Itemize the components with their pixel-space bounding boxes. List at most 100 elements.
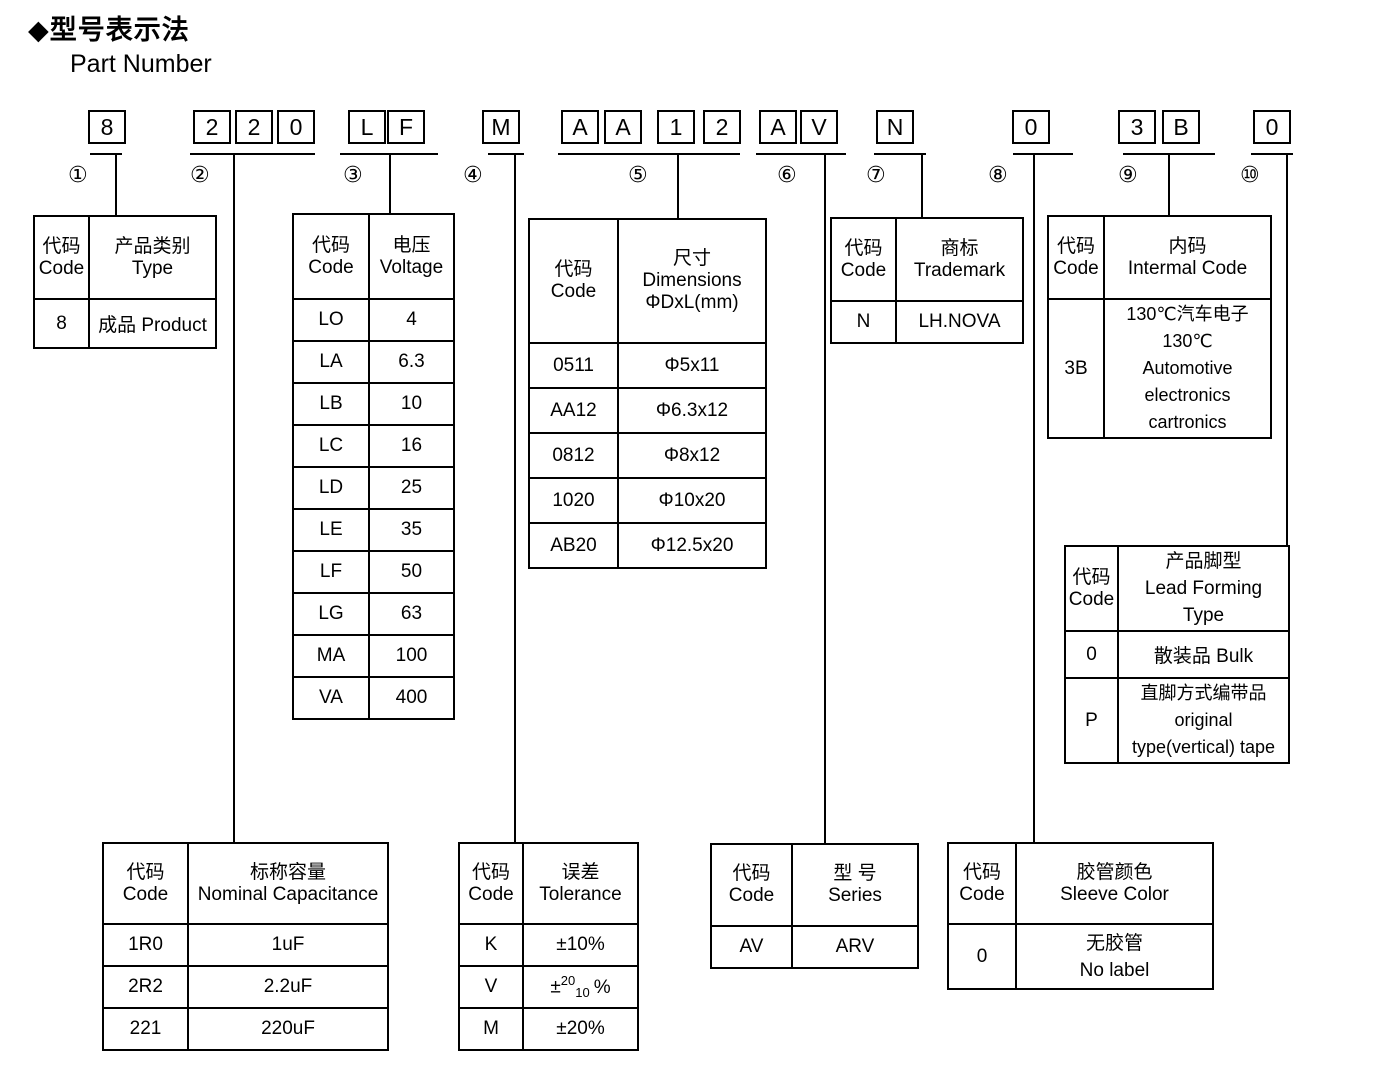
page-title-en: Part Number — [70, 50, 212, 78]
table-row: 221 220uF — [102, 1007, 389, 1051]
table-row: M ±20% — [458, 1007, 639, 1051]
connector-line — [514, 153, 516, 842]
code-cell: AB20 — [528, 522, 619, 569]
header-cell: 误差 Tolerance — [522, 842, 639, 925]
sleeve-line: No label — [1079, 959, 1150, 981]
header-en: Nominal Capacitance — [197, 883, 379, 905]
header-cell: 内码 Intermal Code — [1103, 215, 1272, 300]
table-row: 0 散装品 Bulk — [1064, 630, 1290, 679]
table-row: 0511 Φ5x11 — [528, 342, 767, 389]
tolerance-upper: 20 — [560, 973, 576, 989]
pn-char-box: M — [482, 110, 520, 144]
table-header-row: 代码 Code 产品类别 Type — [33, 215, 217, 300]
header-zh: 尺寸 — [672, 248, 711, 270]
group-underline — [1013, 153, 1073, 155]
sleeve-color-table: 代码 Code 胶管颜色 Sleeve Color 0 无胶管 No label — [947, 842, 1214, 990]
header-zh: 商标 — [940, 237, 979, 259]
pn-char-box: F — [387, 110, 425, 144]
pn-char-box: V — [800, 110, 838, 144]
internal-line: electronics — [1144, 385, 1231, 405]
header-zh: 代码 — [732, 863, 771, 885]
group-number: ⑨ — [1118, 162, 1138, 187]
code-cell: 221 — [102, 1007, 189, 1051]
table-row: 1R0 1uF — [102, 923, 389, 967]
table-header-row: 代码 Code 胶管颜色 Sleeve Color — [947, 842, 1214, 925]
tolerance-code-table: 代码 Code 误差 Tolerance K ±10% V ±2010% M ±20… — [458, 842, 639, 1051]
code-cell: LF — [292, 550, 370, 594]
table-row: LG 63 — [292, 592, 455, 636]
value-cell: 25 — [368, 466, 455, 510]
table-row: 0 无胶管 No label — [947, 923, 1214, 990]
header-zh: 代码 — [962, 861, 1001, 883]
value-cell: 直脚方式编带品 original type(vertical) tape — [1117, 677, 1290, 764]
header-zh: 标称容量 — [249, 861, 326, 883]
header-cell: 产品类别 Type — [88, 215, 217, 300]
group-number: ② — [190, 162, 210, 187]
header-en: Dimensions — [642, 270, 742, 292]
header-zh: 代码 — [471, 861, 510, 883]
code-cell: LG — [292, 592, 370, 636]
header-en: Code — [38, 257, 85, 279]
value-cell: 10 — [368, 382, 455, 426]
value-cell: Φ12.5x20 — [617, 522, 767, 569]
value-cell: 130℃汽车电子 130℃ Automotive electronics car… — [1103, 298, 1272, 439]
connector-line — [1168, 153, 1170, 215]
pn-char-box: A — [759, 110, 797, 144]
value-cell: 100 — [368, 634, 455, 678]
table-row: LB 10 — [292, 382, 455, 426]
header-cell: 标称容量 Nominal Capacitance — [187, 842, 389, 925]
page-title-zh-text: 型号表示法 — [49, 15, 190, 45]
table-row: 1020 Φ10x20 — [528, 477, 767, 524]
table-header-row: 代码 Code 产品脚型 Lead Forming Type — [1064, 545, 1290, 632]
table-row: 0812 Φ8x12 — [528, 432, 767, 479]
value-cell: ±2010% — [522, 965, 639, 1009]
table-row: LC 16 — [292, 424, 455, 468]
header-en: Trademark — [913, 259, 1006, 281]
page-title-zh: ◆型号表示法 — [28, 8, 190, 47]
value-cell: 4 — [368, 298, 455, 342]
table-row: MA 100 — [292, 634, 455, 678]
pn-char-box: 2 — [235, 110, 273, 144]
value-cell: ±10% — [522, 923, 639, 967]
code-cell: LO — [292, 298, 370, 342]
header-en: Code — [550, 281, 597, 302]
header-zh: 胶管颜色 — [1076, 861, 1153, 883]
percent-sign: % — [593, 976, 611, 998]
lead-line: original — [1174, 710, 1233, 730]
code-cell: VA — [292, 676, 370, 720]
table-row: AV ARV — [710, 925, 919, 969]
group-number: ① — [68, 162, 88, 187]
header-cell: 尺寸 Dimensions ΦDxL(mm) — [617, 218, 767, 344]
connector-line — [677, 153, 679, 218]
table-header-row: 代码 Code 标称容量 Nominal Capacitance — [102, 842, 389, 925]
internal-code-table: 代码 Code 内码 Intermal Code 3B 130℃汽车电子 130℃ … — [1047, 215, 1272, 439]
group-number: ⑦ — [866, 162, 886, 187]
header-en: Code — [308, 256, 354, 278]
group-number: ④ — [463, 162, 483, 187]
lead-line: 直脚方式编带品 — [1140, 683, 1267, 703]
group-underline — [190, 153, 315, 155]
value-cell: Φ5x11 — [617, 342, 767, 389]
value-cell: 6.3 — [368, 340, 455, 384]
value-cell: 50 — [368, 550, 455, 594]
code-cell: 1R0 — [102, 923, 189, 967]
diamond-icon: ◆ — [28, 15, 50, 45]
header-cell: 代码 Code — [710, 843, 793, 927]
pn-char-box: A — [604, 110, 642, 144]
header-en: Type — [1182, 605, 1225, 626]
connector-line — [1286, 153, 1288, 545]
group-underline — [558, 153, 740, 155]
table-header-row: 代码 Code 商标 Trademark — [830, 217, 1024, 302]
header-en: Series — [828, 885, 882, 906]
code-cell: LB — [292, 382, 370, 426]
connector-line — [824, 153, 826, 843]
table-row: 2R2 2.2uF — [102, 965, 389, 1009]
code-cell: LC — [292, 424, 370, 468]
sleeve-line: 无胶管 — [1085, 932, 1143, 954]
value-cell: LH.NOVA — [895, 300, 1024, 344]
table-row: LO 4 — [292, 298, 455, 342]
header-en: Intermal Code — [1127, 257, 1248, 279]
dimensions-code-table: 代码 Code 尺寸 Dimensions ΦDxL(mm) 0511 Φ5x11 AA… — [528, 218, 767, 569]
code-cell: N — [830, 300, 897, 344]
